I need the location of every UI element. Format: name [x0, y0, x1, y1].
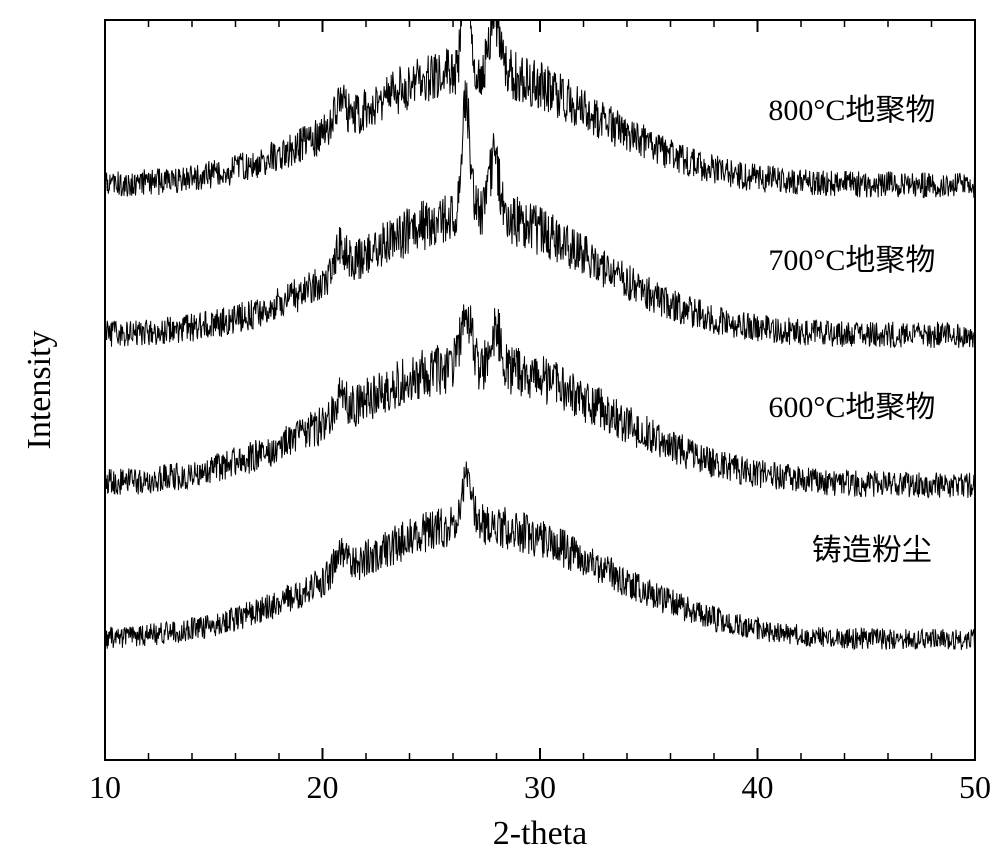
x-tick-label: 10 — [89, 769, 121, 805]
x-tick-label: 30 — [524, 769, 556, 805]
series-label-geo-700: 700°C地聚物 — [768, 244, 935, 277]
x-tick-label: 40 — [742, 769, 774, 805]
series-label-geo-600: 600°C地聚物 — [768, 391, 935, 424]
series-label-geo-800: 800°C地聚物 — [768, 94, 935, 127]
chart-svg: 10 20 30 40 50 2-theta Intensity 铸造粉尘 600°C地聚物 70… — [0, 0, 1000, 857]
y-axis-label: Intensity — [21, 331, 58, 450]
series-label-casting-dust: 铸造粉尘 — [812, 534, 932, 567]
x-axis-label: 2-theta — [493, 815, 587, 852]
x-tick-label: 20 — [307, 769, 339, 805]
xrd-chart: 10 20 30 40 50 2-theta Intensity 铸造粉尘 600°C地聚物 70… — [0, 0, 1000, 857]
x-tick-label: 50 — [959, 769, 991, 805]
